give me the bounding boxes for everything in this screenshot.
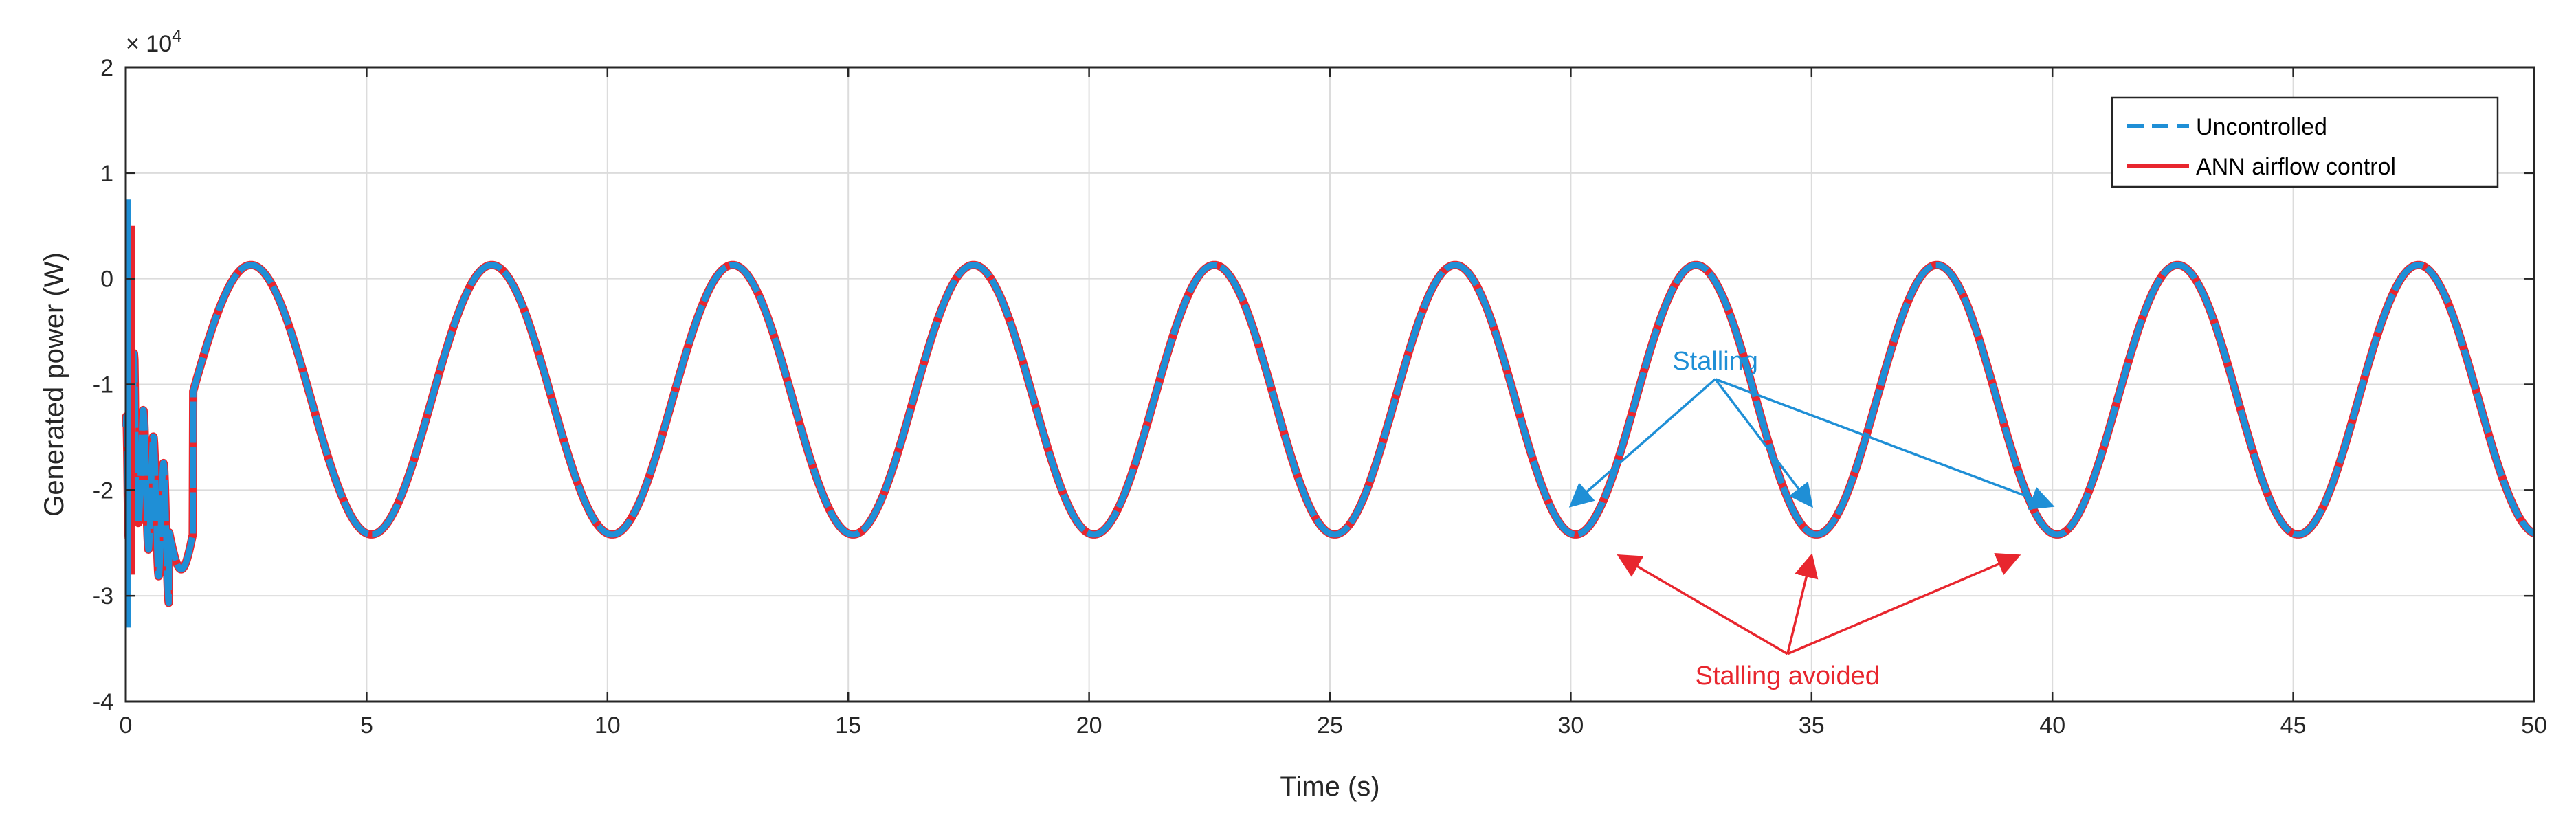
y-tick-label: -4 [93,689,113,715]
annotation-arrow [1715,378,2055,510]
annotation-arrow [1568,378,1716,508]
series-line-uncontrolled [122,262,2537,607]
y-tick-label: 0 [100,267,113,293]
x-tick-label: 35 [1799,712,1825,739]
y-axis-label: Generated power (W) [39,252,69,517]
annotation-stalling: Stalling [1672,347,1758,376]
y-tick-label: 1 [100,161,113,187]
series-layer [122,199,2538,628]
annotation-arrow [1714,378,1813,508]
y-tick-label: -2 [93,477,113,504]
x-tick-label: 30 [1557,712,1584,739]
y-tick-label: 2 [100,55,113,81]
x-tick-label: 0 [120,712,133,739]
x-tick-label: 20 [1076,712,1102,739]
y-exponent-label: × 104 [126,25,182,57]
x-tick-label: 45 [2280,712,2307,739]
x-tick-label: 5 [360,712,373,739]
legend-box [2111,96,2499,188]
x-tick-label: 40 [2039,712,2065,739]
x-tick-label: 10 [595,712,621,739]
y-tick-label: -3 [93,583,113,609]
annotation-arrow [1617,554,1788,655]
x-axis-label: Time (s) [1280,772,1379,802]
axis-ticks: 0 5 10 15 20 25 30 35 40 45 50 -4 -3 -2 -1 0 1 2 [93,55,2547,739]
annotation-stalling-avoided: Stalling avoided [1696,662,1880,690]
annotations: Stalling Stalling avoided [1568,347,2055,690]
legend-label-uncontrolled: Uncontrolled [2196,114,2327,140]
legend: Uncontrolled ANN airflow control [2111,96,2499,188]
annotation-arrow [1787,552,2021,655]
y-tick-label: -1 [93,372,113,398]
legend-label-ann: ANN airflow control [2196,154,2396,180]
x-tick-label: 25 [1317,712,1343,739]
x-tick-label: 50 [2521,712,2547,739]
annotation-arrow [1786,553,1819,655]
x-tick-label: 15 [835,712,861,739]
